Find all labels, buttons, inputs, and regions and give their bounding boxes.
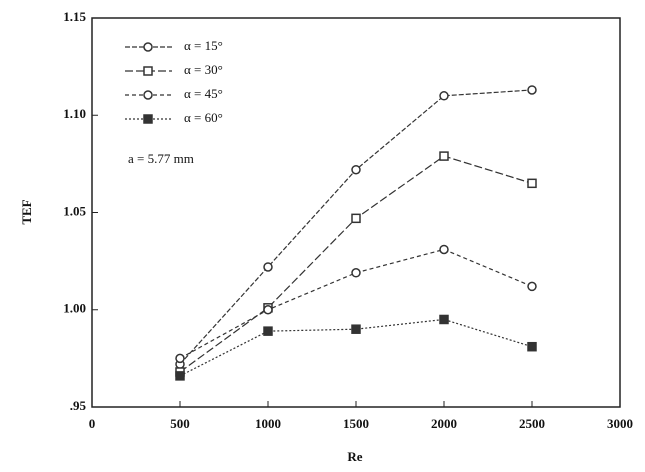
- legend-label: α = 45°: [184, 86, 223, 101]
- legend-marker: [143, 66, 153, 76]
- marker: [351, 164, 361, 175]
- series-line: [179, 89, 533, 365]
- marker: [439, 151, 449, 161]
- x-tick-label: 3000: [607, 416, 633, 431]
- annotation: a = 5.77 mm: [128, 151, 194, 166]
- marker: [351, 268, 361, 278]
- y-axis-label: TEF: [19, 199, 34, 224]
- marker: [527, 178, 537, 189]
- marker: [439, 244, 449, 255]
- marker: [439, 91, 449, 101]
- marker: [527, 341, 537, 352]
- y-tick-label: .95: [70, 398, 87, 413]
- x-tick-label: 0: [89, 416, 96, 431]
- marker: [263, 326, 273, 336]
- legend-label: α = 60°: [184, 110, 223, 125]
- y-tick-label: 1.00: [63, 301, 86, 316]
- x-tick-label: 500: [170, 416, 190, 431]
- marker: [263, 262, 273, 272]
- x-tick-label: 1500: [343, 416, 369, 431]
- y-tick-label: 1.10: [63, 106, 86, 121]
- y-tick-label: 1.05: [63, 203, 86, 218]
- marker: [439, 314, 449, 325]
- marker: [527, 281, 537, 292]
- marker: [175, 353, 185, 364]
- legend-marker: [143, 42, 153, 52]
- series-line: [179, 248, 533, 359]
- x-tick-label: 2000: [431, 416, 457, 431]
- marker: [175, 371, 185, 381]
- legend-marker: [143, 90, 153, 100]
- legend-label: α = 30°: [184, 62, 223, 77]
- legend-marker: [143, 114, 153, 124]
- legend-label: α = 15°: [184, 38, 223, 53]
- y-tick-label: 1.15: [63, 9, 86, 24]
- marker: [351, 213, 361, 224]
- x-tick-label: 2500: [519, 416, 545, 431]
- plot-frame: [91, 17, 621, 408]
- series-line: [179, 318, 533, 377]
- x-axis-label: Re: [347, 449, 362, 464]
- marker: [351, 324, 361, 334]
- marker: [527, 85, 537, 95]
- marker: [263, 305, 273, 315]
- x-tick-label: 1000: [255, 416, 281, 431]
